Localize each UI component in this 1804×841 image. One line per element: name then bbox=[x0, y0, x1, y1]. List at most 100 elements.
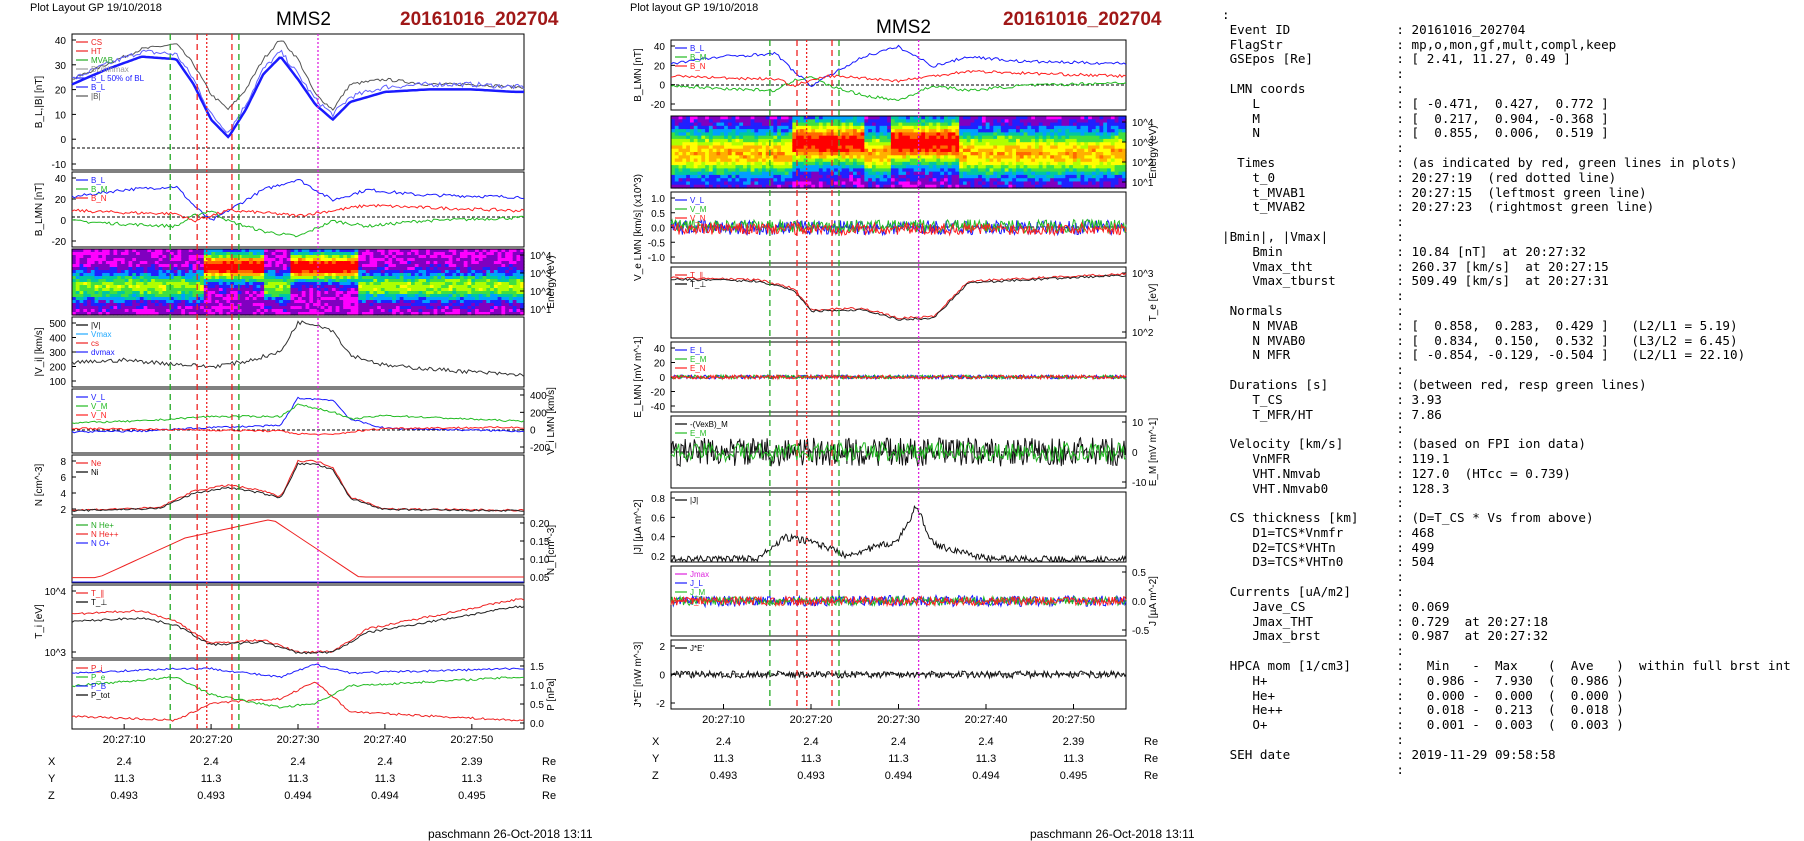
spectrogram-cell bbox=[746, 161, 752, 166]
spectrogram-cell bbox=[773, 116, 778, 120]
spectrogram-cell bbox=[407, 249, 412, 253]
spectrogram-cell bbox=[932, 158, 938, 163]
spectrogram-cell bbox=[936, 178, 941, 183]
y-tick-label: 200 bbox=[49, 363, 66, 374]
spectrogram-cell bbox=[290, 267, 295, 271]
spectrogram-cell bbox=[343, 249, 348, 253]
spectrogram-cell bbox=[1023, 145, 1029, 150]
spectrogram-cell bbox=[264, 297, 269, 301]
spectrogram-cell bbox=[697, 184, 702, 189]
spectrogram-cell bbox=[898, 132, 903, 137]
spectrogram-cell bbox=[925, 132, 930, 137]
spectrogram-cell bbox=[682, 122, 687, 127]
spectrogram-cell bbox=[993, 122, 998, 127]
spectrogram-cell bbox=[260, 300, 265, 304]
spectrogram-cell bbox=[906, 145, 911, 150]
spectrogram-cell bbox=[324, 270, 329, 274]
spectrogram-cell bbox=[166, 270, 171, 274]
spectrogram-cell bbox=[796, 125, 801, 130]
spectrogram-cell bbox=[955, 119, 960, 124]
spectrogram-cell bbox=[233, 288, 239, 292]
spectrogram-cell bbox=[837, 145, 843, 150]
spectrogram-cell bbox=[712, 178, 718, 183]
spectrogram-cell bbox=[467, 294, 472, 298]
spectrogram-cell bbox=[83, 264, 88, 268]
spectrogram-cell bbox=[358, 306, 363, 310]
spectrogram-cell bbox=[109, 273, 115, 277]
spectrogram-cell bbox=[350, 258, 356, 262]
spectrogram-cell bbox=[207, 267, 212, 271]
spectrogram-cell bbox=[674, 148, 680, 153]
spectrogram-cell bbox=[830, 155, 835, 160]
spectrogram-cell bbox=[316, 276, 322, 280]
spectrogram-cell bbox=[294, 279, 299, 283]
spectrogram-cell bbox=[124, 270, 130, 274]
spectrogram-cell bbox=[962, 152, 968, 156]
spectrogram-cell bbox=[674, 174, 680, 179]
spectrogram-cell bbox=[803, 125, 809, 130]
spectrogram-cell bbox=[233, 309, 239, 313]
spectrogram-cell bbox=[894, 168, 900, 173]
spectrogram-cell bbox=[72, 297, 77, 301]
spectrogram-cell bbox=[913, 165, 919, 169]
spectrogram-cell bbox=[373, 297, 378, 301]
spectrogram-cell bbox=[762, 142, 767, 147]
spectrogram-cell bbox=[493, 264, 499, 268]
spectrogram-cell bbox=[735, 161, 740, 166]
spectrogram-cell bbox=[834, 148, 839, 153]
spectrogram-cell bbox=[313, 285, 318, 289]
y-tick-label: 8 bbox=[60, 457, 66, 468]
spectrogram-cell bbox=[985, 125, 991, 130]
spectrogram-cell bbox=[1027, 138, 1032, 143]
spectrogram-cell bbox=[985, 119, 991, 124]
spectrogram-cell bbox=[147, 276, 152, 280]
spectrogram-cell bbox=[807, 165, 812, 169]
y-tick-label: 0 bbox=[60, 135, 66, 146]
spectrogram-cell bbox=[962, 122, 968, 127]
spectrogram-cell bbox=[154, 264, 160, 268]
spectrogram-cell bbox=[309, 309, 314, 313]
spectrogram-cell bbox=[834, 125, 839, 130]
spectrogram-cell bbox=[143, 306, 148, 310]
spectrogram-cell bbox=[429, 273, 435, 277]
spectrogram-cell bbox=[90, 276, 96, 280]
spectrogram-cell bbox=[139, 264, 145, 268]
spectrogram-cell bbox=[834, 171, 839, 176]
spectrogram-cell bbox=[989, 155, 994, 160]
spectrogram-cell bbox=[350, 312, 356, 316]
spectrogram-cell bbox=[1000, 184, 1006, 189]
spectrogram-cell bbox=[72, 312, 77, 316]
spectrogram-cell bbox=[233, 270, 239, 274]
spectrogram-cell bbox=[166, 252, 171, 256]
spectrogram-cell bbox=[136, 309, 141, 313]
spectrogram-cell bbox=[384, 255, 389, 259]
spectrogram-cell bbox=[671, 148, 676, 153]
spectrogram-cell bbox=[815, 171, 820, 176]
spectrogram-cell bbox=[392, 258, 397, 262]
spectrogram-cell bbox=[467, 303, 472, 307]
spectrogram-cell bbox=[154, 297, 160, 301]
spectrogram-cell bbox=[392, 300, 397, 304]
spectrogram-cell bbox=[456, 264, 461, 268]
spectrogram-cell bbox=[226, 309, 231, 313]
spectrogram-cell bbox=[875, 161, 881, 166]
spectrogram-cell bbox=[486, 273, 491, 277]
spectrogram-cell bbox=[215, 261, 220, 265]
spectrogram-cell bbox=[399, 270, 405, 274]
spectrogram-cell bbox=[143, 303, 148, 307]
spectrogram-cell bbox=[1031, 125, 1036, 130]
spectrogram-cell bbox=[1031, 138, 1036, 143]
spectrogram-cell bbox=[230, 282, 235, 286]
spectrogram-cell bbox=[407, 252, 412, 256]
spectrogram-cell bbox=[720, 135, 725, 140]
spectrogram-cell bbox=[139, 270, 145, 274]
spectrogram-cell bbox=[853, 119, 858, 124]
spectrogram-cell bbox=[260, 258, 265, 262]
spectrogram-cell bbox=[143, 273, 148, 277]
spectrogram-cell bbox=[437, 264, 442, 268]
spectrogram-cell bbox=[139, 300, 145, 304]
spectrogram-cell bbox=[803, 152, 809, 156]
spectrogram-cell bbox=[369, 294, 374, 298]
spectrogram-cell bbox=[403, 294, 408, 298]
spectrogram-cell bbox=[762, 171, 767, 176]
